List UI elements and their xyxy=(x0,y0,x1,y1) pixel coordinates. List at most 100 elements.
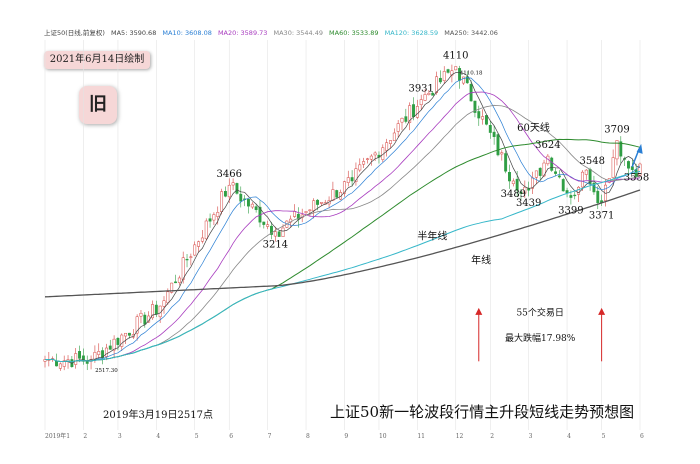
x-tick-label: 6 xyxy=(640,433,644,440)
candle-body xyxy=(465,76,469,84)
price-label: 3558 xyxy=(624,172,649,183)
x-tick-label: 2019年1 xyxy=(45,432,70,440)
candle-body xyxy=(85,361,89,364)
legend-ma10: MA10: 3608.08 xyxy=(162,29,212,37)
x-tick-label: 12 xyxy=(456,433,464,440)
candle-body xyxy=(220,191,224,212)
date-badge: 2021年6月14日绘制 xyxy=(44,51,150,69)
candle-body xyxy=(166,291,170,304)
candle-body xyxy=(154,304,158,315)
old-tag-badge: 旧 xyxy=(79,86,117,124)
candle-body xyxy=(477,111,481,119)
legend-ma30: MA30: 3544.49 xyxy=(273,29,323,37)
legend-ma250: MA250: 3442.06 xyxy=(444,29,498,37)
candle-body xyxy=(627,161,630,169)
candle-body xyxy=(231,182,235,186)
candle-body xyxy=(116,338,120,345)
candle-body xyxy=(496,134,500,156)
candle-body xyxy=(446,69,450,73)
candle-body xyxy=(511,180,515,185)
x-tick-label: 2 xyxy=(83,433,87,440)
year-line-label: 年线 xyxy=(471,254,491,267)
candle-body xyxy=(400,117,404,123)
candle-body xyxy=(104,347,108,357)
candle-body xyxy=(304,211,308,213)
candle-body xyxy=(427,92,431,96)
x-tick-label: 5 xyxy=(195,433,199,440)
candle-body xyxy=(350,177,354,182)
x-tick-label: 4 xyxy=(156,433,160,440)
ma60-label: 60天线 xyxy=(517,121,550,134)
legend-ma20: MA20: 3589.73 xyxy=(217,29,268,37)
price-label: 3489 xyxy=(501,189,526,200)
legend-ma120: MA120: 3628.59 xyxy=(384,29,439,37)
candle-body xyxy=(504,153,508,172)
candle-body xyxy=(55,360,58,367)
candle-body xyxy=(254,206,258,211)
price-label: 4110 xyxy=(443,51,468,62)
candle-body xyxy=(577,186,581,195)
price-label: 3214 xyxy=(263,240,288,251)
candle-body xyxy=(534,170,538,178)
ma250-line xyxy=(44,189,641,298)
candle-body xyxy=(112,338,116,351)
candle-body xyxy=(250,203,254,208)
candle-body xyxy=(419,99,423,106)
candle-body xyxy=(293,211,296,217)
ma20-line xyxy=(44,91,641,363)
candle-body xyxy=(611,157,615,178)
candle-body xyxy=(481,116,485,120)
chart-title: 上证50新一轮波段行情主升段短线走势预想图 xyxy=(330,403,635,421)
candle-body xyxy=(389,140,392,144)
price-label: 3548 xyxy=(580,156,605,167)
candle-body xyxy=(519,191,523,194)
price-label: 3466 xyxy=(217,169,242,180)
candle-body xyxy=(492,131,496,137)
ma10-line xyxy=(44,77,641,363)
candle-body xyxy=(204,220,208,240)
candle-body xyxy=(366,158,369,160)
candle-body xyxy=(596,190,600,204)
candle-body xyxy=(354,168,358,183)
candle-body xyxy=(461,76,465,84)
candle-body xyxy=(296,213,300,220)
candle-body xyxy=(415,106,419,118)
candle-body xyxy=(404,116,408,122)
candle-body xyxy=(358,164,362,171)
candle-body xyxy=(139,312,143,317)
price-label: 4110.18 xyxy=(460,71,483,77)
candle-body xyxy=(181,257,185,280)
candle-body xyxy=(554,171,557,174)
candle-body xyxy=(580,171,584,188)
candle-body xyxy=(412,104,415,118)
x-tick-label: 3 xyxy=(118,433,122,440)
candle-body xyxy=(97,351,101,355)
day-count-arrow-head xyxy=(475,307,483,315)
candle-body xyxy=(247,199,250,207)
candle-body xyxy=(508,172,511,182)
day-count-arrow-head xyxy=(598,307,606,315)
low-point-caption: 2019年3月19日2517点 xyxy=(103,410,213,421)
candle-body xyxy=(488,125,492,133)
candle-body xyxy=(438,77,442,83)
price-label: 3439 xyxy=(516,198,541,209)
candle-body xyxy=(277,231,281,237)
ma60-line xyxy=(44,138,641,363)
candle-body xyxy=(515,178,519,191)
candle-body xyxy=(538,167,542,176)
candle-body xyxy=(431,92,435,96)
candle-body xyxy=(135,316,139,334)
candle-body xyxy=(342,181,346,194)
candle-body xyxy=(262,221,266,225)
candle-body xyxy=(128,332,131,336)
candle-body xyxy=(212,214,216,221)
x-tick-label: 4 xyxy=(567,433,571,440)
candle-body xyxy=(197,241,200,247)
candle-body xyxy=(227,184,231,198)
candle-body xyxy=(638,163,642,176)
candle-body xyxy=(74,353,78,365)
trading-days-label: 55个交易日 xyxy=(516,306,563,318)
